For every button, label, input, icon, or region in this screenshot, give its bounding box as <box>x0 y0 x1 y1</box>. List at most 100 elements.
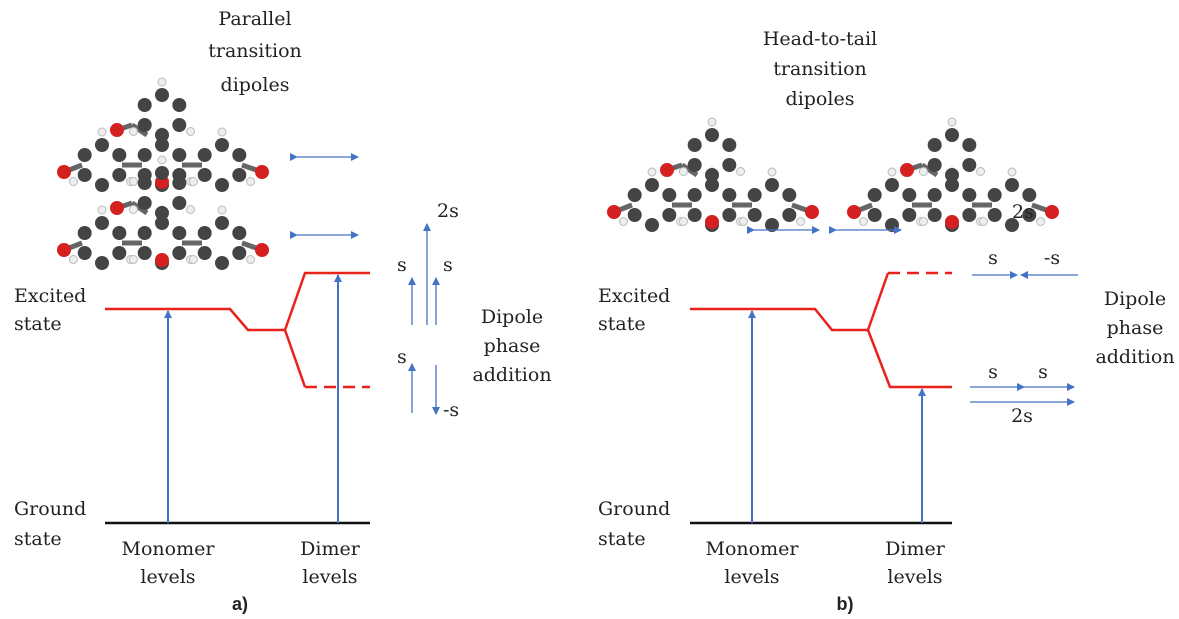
carbon <box>78 148 92 162</box>
carbon <box>155 166 169 180</box>
title-line: dipoles <box>221 74 290 96</box>
dimer-label: Dimer <box>885 538 946 560</box>
carbon <box>138 176 152 190</box>
carbon <box>688 138 702 152</box>
carbon <box>138 226 152 240</box>
carbon <box>138 246 152 260</box>
hydrogen <box>218 206 226 214</box>
vector-label: s <box>988 247 998 269</box>
carbon <box>215 138 229 152</box>
hydrogen <box>737 168 745 176</box>
phase-label: Dipole <box>481 306 543 328</box>
oxygen <box>57 243 71 257</box>
upper-level <box>285 273 370 330</box>
carbon <box>688 208 702 222</box>
oxygen <box>607 205 621 219</box>
excited-label: Excited <box>598 285 670 307</box>
oxygen <box>945 215 959 229</box>
carbon <box>172 226 186 240</box>
ground-label: state <box>598 528 646 550</box>
hydrogen <box>919 168 927 176</box>
hydrogen <box>69 178 77 186</box>
carbon <box>198 246 212 260</box>
hydrogen <box>977 168 985 176</box>
carbon <box>78 246 92 260</box>
phase-label: Dipole <box>1104 288 1166 310</box>
hydrogen <box>797 218 805 226</box>
monomer-label: levels <box>140 566 195 588</box>
carbon <box>988 188 1002 202</box>
carbon <box>688 158 702 172</box>
carbon <box>138 98 152 112</box>
oxygen <box>805 205 819 219</box>
vector-label: s <box>443 254 453 276</box>
carbon <box>155 206 169 220</box>
carbon <box>198 148 212 162</box>
vector-label: 2s <box>1012 201 1034 223</box>
carbon <box>112 246 126 260</box>
carbon <box>722 188 736 202</box>
hydrogen <box>1008 168 1016 176</box>
hydrogen <box>648 168 656 176</box>
monomer-level <box>690 309 868 330</box>
ground-label: state <box>14 528 62 550</box>
hydrogen <box>187 206 195 214</box>
hydrogen <box>129 128 137 136</box>
carbon <box>705 128 719 142</box>
carbon <box>748 188 762 202</box>
hydrogen <box>768 168 776 176</box>
hydrogen <box>98 128 106 136</box>
carbon <box>95 178 109 192</box>
oxygen <box>255 243 269 257</box>
phase-label: phase <box>1107 317 1164 339</box>
hydrogen <box>158 156 166 164</box>
carbon <box>112 168 126 182</box>
carbon <box>172 148 186 162</box>
oxygen <box>660 163 674 177</box>
hydrogen <box>247 256 255 264</box>
hydrogen <box>859 218 867 226</box>
carbon <box>782 188 796 202</box>
monomer-label: levels <box>724 566 779 588</box>
hydrogen <box>708 118 716 126</box>
carbon <box>198 168 212 182</box>
carbon <box>155 88 169 102</box>
title-line: Parallel <box>218 8 291 30</box>
carbon <box>95 216 109 230</box>
carbon <box>928 208 942 222</box>
hydrogen <box>98 206 106 214</box>
carbon <box>928 188 942 202</box>
title-line: transition <box>773 58 867 80</box>
carbon <box>945 168 959 182</box>
carbon <box>198 226 212 240</box>
title-line: transition <box>208 40 302 62</box>
carbon <box>138 118 152 132</box>
dimer-label: levels <box>887 566 942 588</box>
caption: a) <box>232 594 248 614</box>
carbon <box>885 178 899 192</box>
panel-a: Parallel transition dipoles Excited stat… <box>14 8 552 614</box>
carbon <box>78 168 92 182</box>
hydrogen <box>129 178 137 186</box>
oxygen <box>155 253 169 267</box>
carbon <box>928 138 942 152</box>
monomer-label: Monomer <box>706 538 800 560</box>
oxygen <box>900 163 914 177</box>
oxygen <box>110 123 124 137</box>
carbon <box>722 158 736 172</box>
hydrogen <box>679 218 687 226</box>
carbon <box>172 118 186 132</box>
hydrogen <box>739 218 747 226</box>
carbon <box>155 128 169 142</box>
carbon <box>645 218 659 232</box>
carbon <box>232 226 246 240</box>
hydrogen <box>979 218 987 226</box>
hydrogen <box>187 128 195 136</box>
carbon <box>232 168 246 182</box>
carbon <box>138 196 152 210</box>
carbon <box>962 158 976 172</box>
dimer-label: Dimer <box>300 538 361 560</box>
molecule <box>607 118 819 232</box>
hydrogen <box>679 168 687 176</box>
hydrogen <box>218 128 226 136</box>
